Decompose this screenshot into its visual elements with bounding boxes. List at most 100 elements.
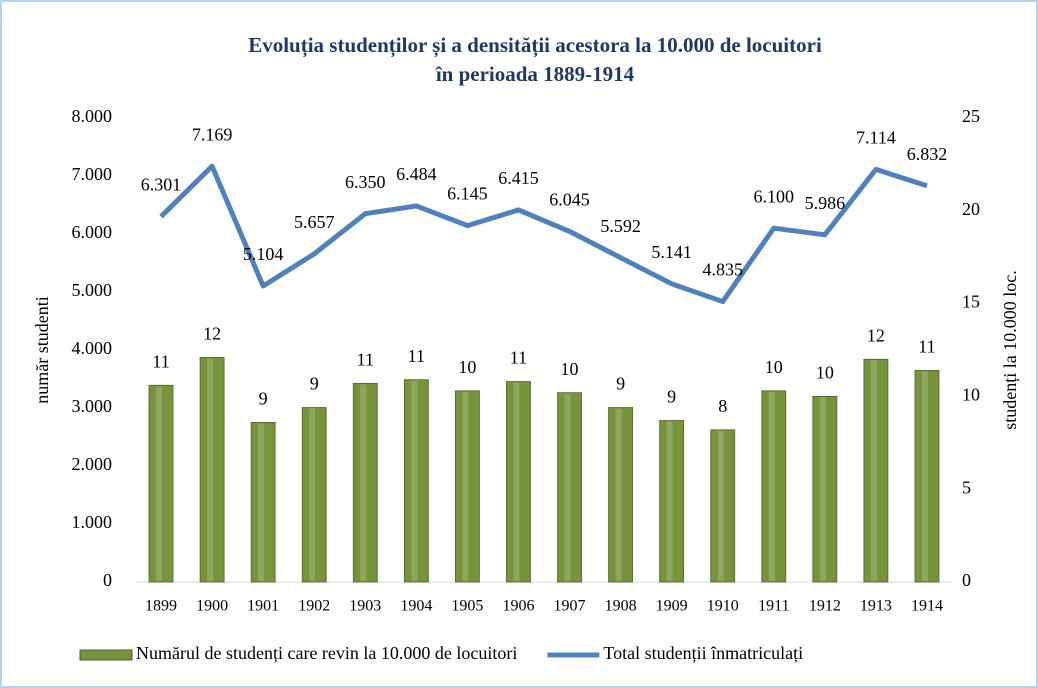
y-tick-label: 8.000	[72, 106, 113, 126]
data-label: 12	[867, 325, 885, 345]
y2-tick-label: 0	[962, 570, 971, 590]
x-tick-label: 1900	[196, 598, 228, 615]
bar	[557, 392, 582, 583]
x-tick-label: 1912	[809, 598, 841, 615]
x-tick-label: 1902	[298, 598, 330, 615]
data-label: 7.169	[192, 124, 233, 144]
data-label: 11	[152, 351, 169, 371]
data-label: 5.657	[294, 212, 335, 232]
data-label: 5.141	[651, 242, 692, 262]
data-label: 9	[310, 374, 319, 394]
bar	[659, 420, 685, 583]
y-tick-label: 1.000	[72, 512, 113, 532]
x-tick-label: 1905	[451, 598, 483, 615]
legend-swatch	[79, 649, 133, 661]
data-label: 5.986	[805, 193, 846, 213]
data-label: 4.835	[702, 260, 743, 280]
bar	[301, 407, 327, 583]
bar	[914, 370, 940, 583]
y-tick-label: 5.000	[72, 280, 113, 300]
bar-shine	[615, 408, 622, 581]
bar-shine	[717, 430, 724, 581]
bar	[250, 421, 276, 583]
data-label: 6.145	[447, 184, 488, 204]
data-label: 11	[918, 337, 935, 357]
bar-shine	[870, 360, 877, 581]
y-axis-label: număr studenti	[32, 296, 52, 403]
data-label: 10	[765, 357, 783, 377]
y-tick-label: 2.000	[72, 454, 113, 474]
data-label: 5.592	[600, 216, 641, 236]
data-label: 12	[203, 324, 221, 344]
data-label: 9	[616, 374, 625, 394]
y2-tick-label: 10	[962, 385, 980, 405]
x-tick-label: 1903	[349, 598, 381, 615]
x-tick-label: 1907	[554, 598, 586, 615]
bar	[761, 390, 787, 583]
x-tick-label: 1911	[758, 598, 789, 615]
data-label: 6.100	[754, 186, 795, 206]
bar-shine	[462, 391, 469, 581]
data-label: 9	[259, 389, 268, 409]
y-tick-label: 7.000	[72, 164, 113, 184]
bar-shine	[666, 421, 673, 581]
bar-shine	[921, 371, 928, 581]
data-label: 9	[667, 387, 676, 407]
data-label: 5.104	[243, 244, 284, 264]
chart-title: în perioada 1889-1914	[435, 62, 635, 86]
data-label: 11	[357, 350, 374, 370]
line	[159, 163, 928, 305]
bar	[608, 407, 633, 583]
data-label: 8	[718, 396, 727, 416]
y2-tick-label: 5	[962, 477, 971, 497]
bar-shine	[768, 391, 775, 581]
data-label: 6.350	[345, 172, 386, 192]
bar	[710, 429, 736, 583]
chart-title: Evoluția studenților și a densității ace…	[248, 33, 822, 58]
bar	[199, 357, 225, 583]
y2-tick-label: 15	[962, 292, 980, 312]
bar	[863, 358, 889, 583]
bar	[812, 395, 838, 583]
y-tick-label: 6.000	[72, 222, 113, 242]
bar-shine	[360, 384, 367, 581]
bar-shine	[564, 393, 571, 581]
data-label: 6.484	[396, 164, 437, 184]
data-label: 10	[458, 357, 476, 377]
y-tick-label: 3.000	[72, 396, 113, 416]
x-tick-label: 1910	[707, 598, 739, 615]
bar-shine	[207, 358, 214, 581]
data-label: 6.415	[498, 168, 539, 188]
x-tick-label: 1913	[860, 598, 892, 615]
x-tick-label: 1914	[911, 598, 943, 615]
data-label: 6.045	[549, 190, 590, 210]
x-tick-label: 1899	[145, 598, 177, 615]
y2-tick-label: 25	[962, 106, 980, 126]
bar-shine	[819, 397, 826, 581]
data-label: 6.832	[907, 144, 948, 164]
data-label: 11	[510, 348, 527, 368]
x-tick-label: 1906	[502, 598, 534, 615]
data-label: 10	[816, 363, 834, 383]
bar-shine	[513, 382, 520, 581]
y-tick-label: 0	[103, 570, 112, 590]
bar	[148, 384, 174, 583]
x-tick-label: 1901	[247, 598, 279, 615]
bar	[506, 381, 531, 583]
legend-label: Total studenții înmatriculați	[603, 643, 803, 663]
legend-label: Numărul de studenți care revin la 10.000…	[136, 643, 517, 663]
x-tick-label: 1904	[400, 598, 432, 615]
bar	[403, 379, 429, 583]
bar-shine	[411, 380, 418, 581]
bar-shine	[156, 386, 163, 581]
y2-axis-label: studenți la 10.000 loc.	[1000, 270, 1020, 429]
bar	[352, 383, 378, 583]
data-label: 10	[561, 359, 579, 379]
data-label: 6.301	[141, 175, 182, 195]
bar	[455, 390, 480, 583]
data-label: 11	[408, 346, 425, 366]
data-label: 7.114	[856, 128, 896, 148]
bar-shine	[309, 408, 316, 581]
